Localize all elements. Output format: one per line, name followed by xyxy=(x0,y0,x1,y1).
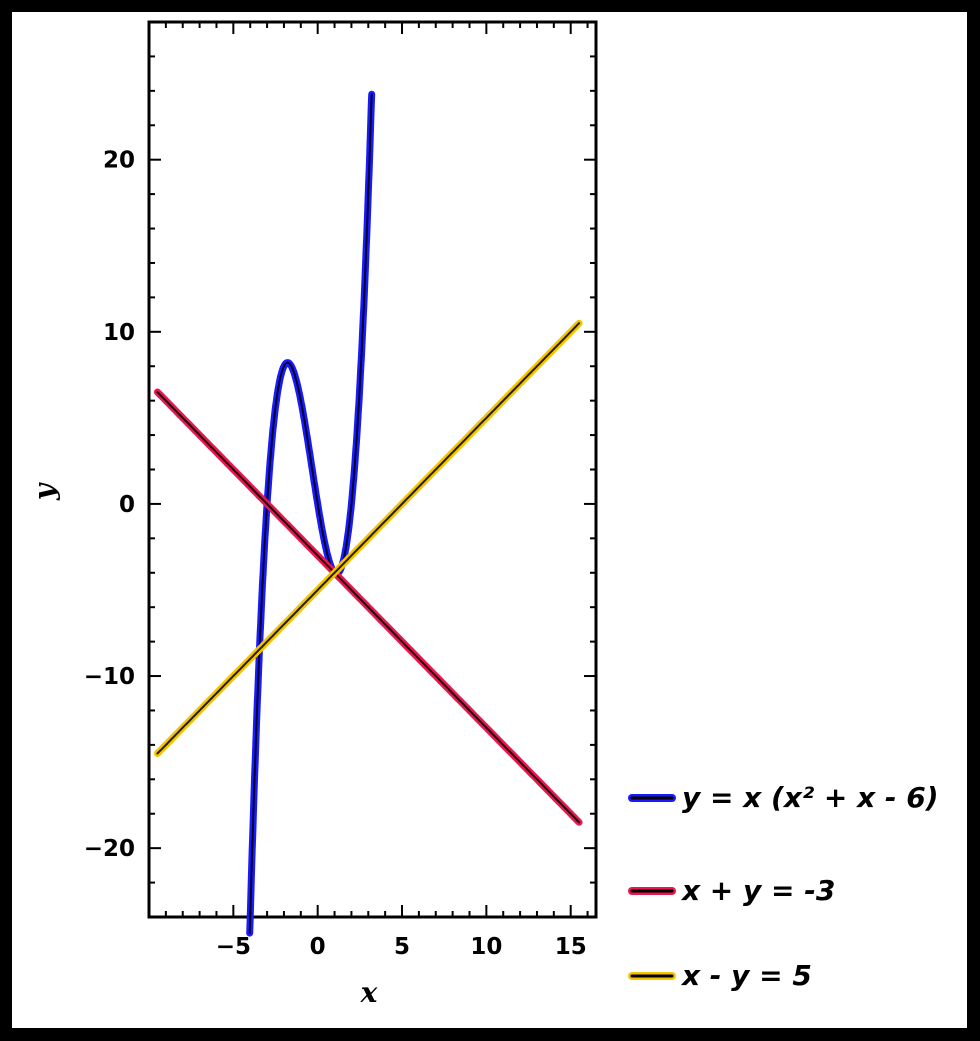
y-tick-label: −20 xyxy=(84,836,135,862)
x-tick-label: 5 xyxy=(394,934,410,960)
legend: y = x (x² + x - 6) x + y = -3 x - y = 5 xyxy=(628,781,939,992)
x-tick-label: −5 xyxy=(216,934,251,960)
legend-label-1: x + y = -3 xyxy=(680,874,835,907)
series-line-outline-1 xyxy=(156,391,581,824)
y-axis-title: y xyxy=(28,482,61,501)
y-tick-label: −10 xyxy=(84,664,135,690)
plot-curves xyxy=(153,90,583,937)
chart-svg: −5 0 5 10 15 −20 −10 0 10 20 x y y = x (x² + x - … xyxy=(28,20,939,1009)
chart-frame: −5 0 5 10 15 −20 −10 0 10 20 x y y = x (x² + x - … xyxy=(12,12,967,1028)
series-line-outline-0 xyxy=(248,93,373,935)
y-tick-label: 10 xyxy=(103,320,135,346)
x-tick-label: 0 xyxy=(310,934,326,960)
x-tick-label: 15 xyxy=(555,934,587,960)
series-line-0 xyxy=(246,90,376,937)
legend-label-2: x - y = 5 xyxy=(680,959,812,992)
x-axis-title: x xyxy=(360,976,378,1009)
series-line-outline-2 xyxy=(156,322,581,755)
plot-ticks: −5 0 5 10 15 −20 −10 0 10 20 xyxy=(84,21,596,960)
legend-label-0: y = x (x² + x - 6) xyxy=(682,781,939,814)
y-tick-label: 0 xyxy=(119,492,135,518)
x-tick-label: 10 xyxy=(470,934,502,960)
y-tick-label: 20 xyxy=(103,148,135,174)
